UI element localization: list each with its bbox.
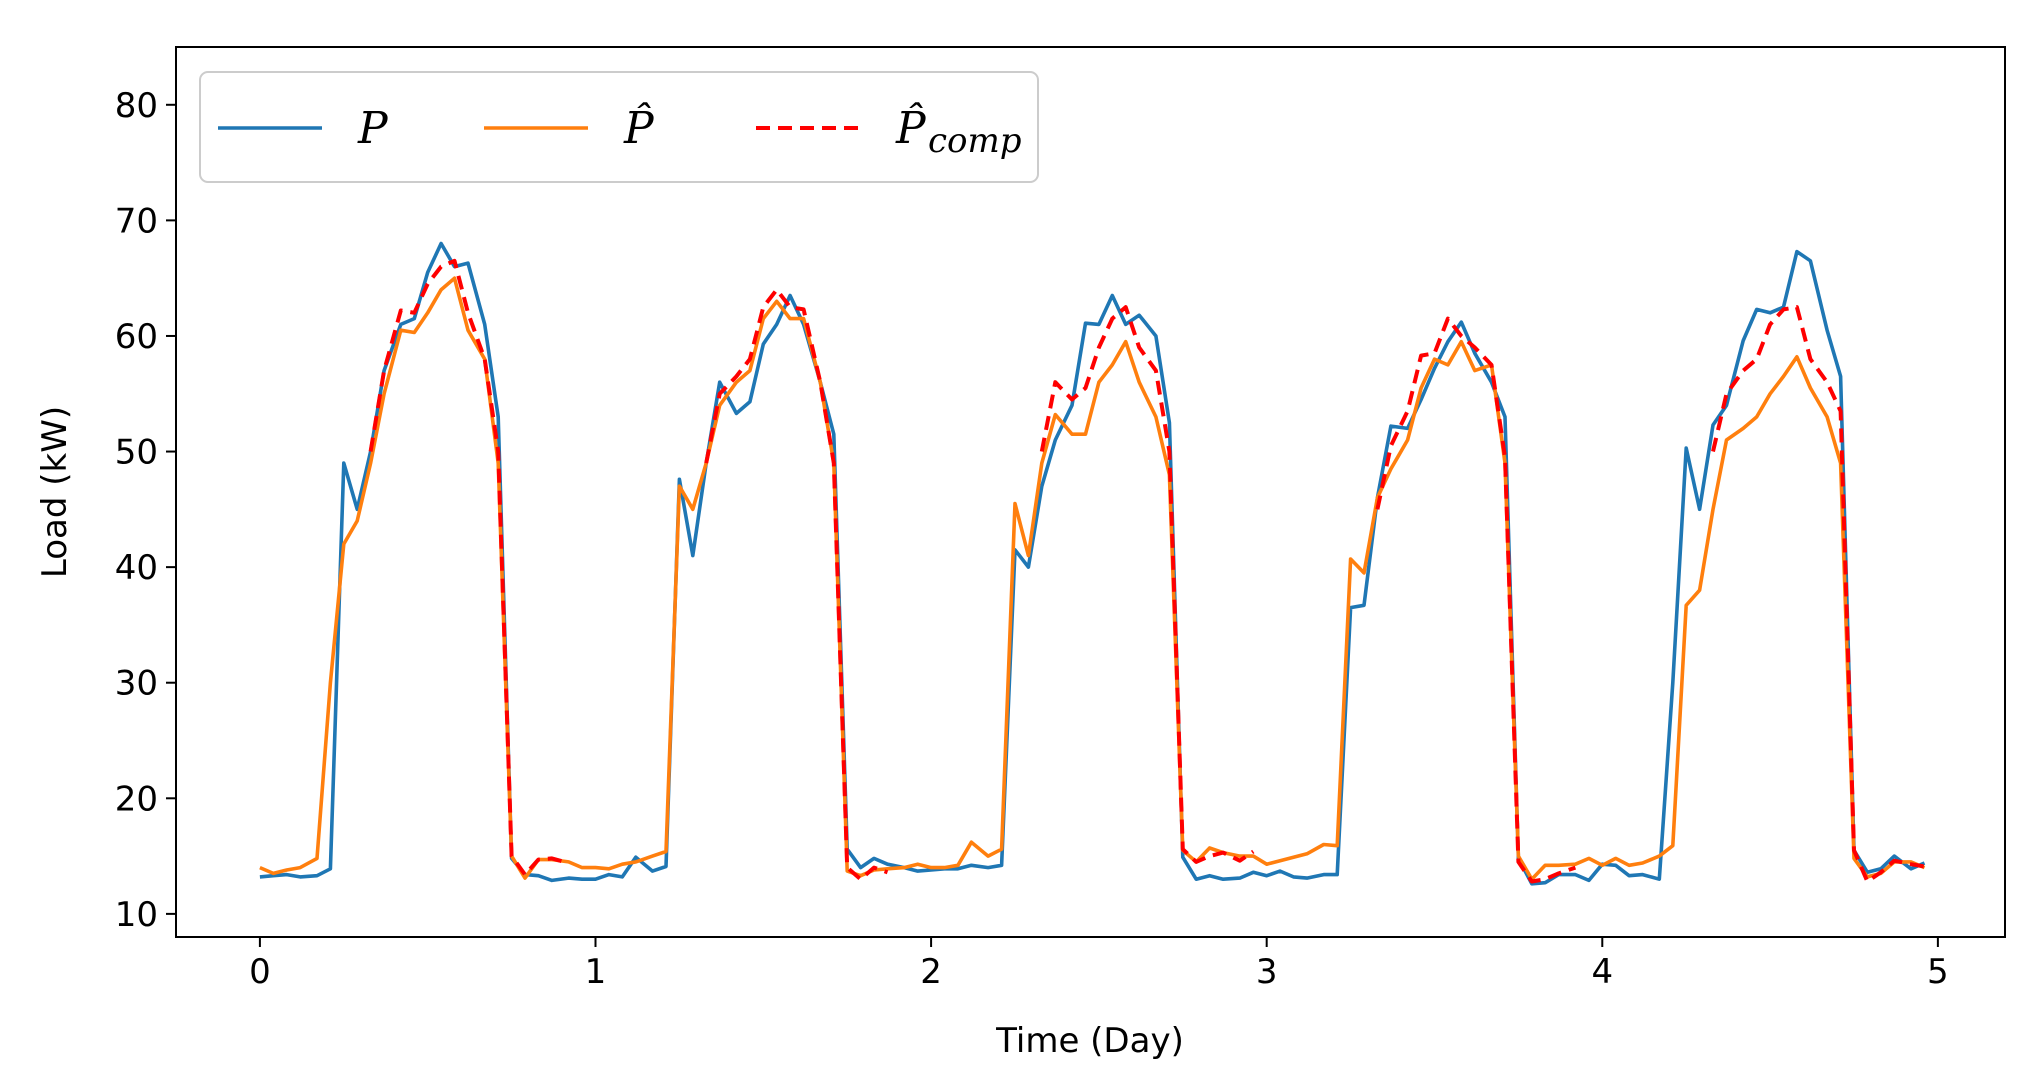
legend-label-2: P̂ <box>895 101 927 154</box>
y-tick-label: 70 <box>115 201 158 241</box>
legend: P P̂ P̂ comp <box>199 71 1039 183</box>
y-axis-label: Load (kW) <box>35 406 75 578</box>
x-tick-label: 2 <box>920 952 942 992</box>
x-axis-ticks: 0 1 2 3 4 5 <box>249 937 1949 992</box>
x-tick-label: 5 <box>1927 952 1949 992</box>
x-tick-label: 3 <box>1256 952 1278 992</box>
series-line-0 <box>259 241 1926 886</box>
x-tick-label: 4 <box>1591 952 1613 992</box>
y-tick-label: 30 <box>115 664 158 704</box>
y-axis-ticks: 10 20 30 40 50 60 70 80 <box>115 86 176 935</box>
x-tick-label: 0 <box>249 952 271 992</box>
y-tick-label: 40 <box>115 548 158 588</box>
legend-box <box>199 71 1039 183</box>
legend-label-1: P̂ <box>623 101 655 154</box>
legend-label-0: P <box>357 103 389 154</box>
x-axis-label: Time (Day) <box>995 1021 1184 1061</box>
y-tick-label: 50 <box>115 433 158 473</box>
series-line-2 <box>368 258 1925 884</box>
series-layer <box>259 241 1926 886</box>
y-tick-label: 10 <box>115 895 158 935</box>
x-tick-label: 1 <box>585 952 607 992</box>
y-tick-label: 80 <box>115 86 158 126</box>
legend-label-sub-2: comp <box>928 121 1022 161</box>
plot-frame <box>175 46 2006 938</box>
y-tick-label: 20 <box>115 779 158 819</box>
y-tick-label: 60 <box>115 317 158 357</box>
